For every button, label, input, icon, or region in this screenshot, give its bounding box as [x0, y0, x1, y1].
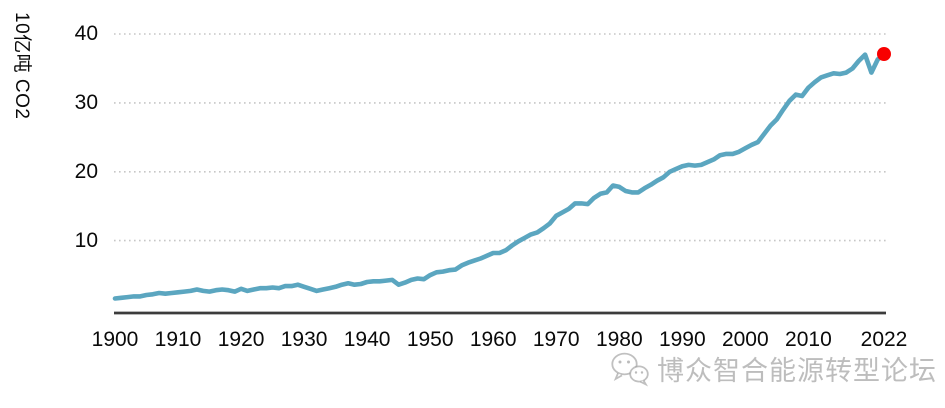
watermark-text: 博众智合能源转型论坛: [657, 356, 937, 386]
y-tick-label-20: 20: [74, 159, 98, 183]
x-tick-label-1910: 1910: [154, 328, 202, 351]
x-tick-label-1940: 1940: [343, 328, 391, 351]
x-tick-label-1900: 1900: [91, 328, 139, 351]
wechat-icon: [611, 352, 649, 387]
x-tick-label-2000: 2000: [721, 328, 769, 351]
x-tick-label-1920: 1920: [217, 328, 265, 351]
x-tick-label-1960: 1960: [469, 328, 517, 351]
y-tick-label-40: 40: [74, 22, 98, 46]
x-tick-label-1930: 1930: [280, 328, 328, 351]
x-tick-label-2022: 2022: [860, 328, 908, 351]
watermark: 博众智合能源转型论坛: [610, 349, 937, 388]
y-tick-label-30: 30: [74, 90, 98, 114]
latest-value-marker: [877, 47, 891, 61]
x-tick-label-1980: 1980: [595, 328, 643, 351]
x-tick-label-2010: 2010: [785, 328, 832, 351]
x-tick-label-1950: 1950: [406, 328, 454, 351]
x-tick-label-1970: 1970: [532, 328, 580, 351]
co2-emissions-line: [112, 51, 887, 301]
y-tick-label-10: 10: [74, 228, 98, 252]
x-tick-label-1990: 1990: [658, 328, 706, 351]
